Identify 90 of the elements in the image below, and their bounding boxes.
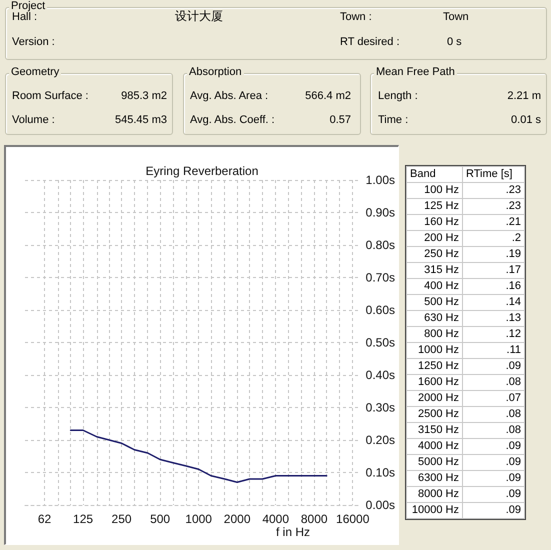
category-label: 3150 Hz xyxy=(406,422,462,438)
category-label: 500 Hz xyxy=(406,294,462,310)
category-label: 315 Hz xyxy=(406,262,462,278)
y-tick-label: 0.90s xyxy=(366,206,396,220)
chart-title: Eyring Reverberation xyxy=(146,164,258,178)
y-tick-label: 0.10s xyxy=(366,466,396,480)
text: Geometry xyxy=(9,66,62,79)
text: 545.45 m3 xyxy=(115,114,167,127)
x-tick-label: 250 xyxy=(112,512,132,526)
text: RTime [s] xyxy=(462,166,524,182)
text: .12 xyxy=(506,328,521,340)
text: .09 xyxy=(506,440,521,452)
text: Time : xyxy=(378,114,408,127)
y-tick-label: 0.20s xyxy=(366,433,396,447)
text: .09 xyxy=(506,488,521,500)
text: Town xyxy=(443,11,469,24)
category-label: 8000 Hz xyxy=(406,486,462,502)
y-tick-label: 0.50s xyxy=(366,336,396,350)
text: .09 xyxy=(506,456,521,468)
text: .19 xyxy=(506,248,521,260)
text: .08 xyxy=(506,408,521,420)
text: .08 xyxy=(506,424,521,436)
text: 设计大厦 xyxy=(175,9,223,23)
text: Avg. Abs. Coeff. : xyxy=(190,114,275,127)
line-series xyxy=(70,430,328,483)
category-label: 100 Hz xyxy=(406,182,462,198)
text: 566.4 m2 xyxy=(305,90,351,103)
text: .09 xyxy=(506,472,521,484)
category-label: 400 Hz xyxy=(406,278,462,294)
text: 2.21 m xyxy=(507,90,541,103)
category-label: 6300 Hz xyxy=(406,470,462,486)
category-label: 200 Hz xyxy=(406,230,462,246)
x-tick-label: 4000 xyxy=(262,512,290,526)
x-tick-label: 16000 xyxy=(336,512,370,526)
category-label: 2000 Hz xyxy=(406,390,462,406)
x-tick-label: 500 xyxy=(150,512,170,526)
category-label: 4000 Hz xyxy=(406,438,462,454)
text: Volume : xyxy=(12,114,55,127)
y-tick-label: 0.80s xyxy=(366,238,396,252)
text: 0 s xyxy=(447,36,462,49)
category-label: 1600 Hz xyxy=(406,374,462,390)
y-tick-label: 0.40s xyxy=(366,368,396,382)
text: Mean Free Path xyxy=(374,66,457,79)
text: 0.57 xyxy=(330,114,351,127)
category-label: 1000 Hz xyxy=(406,342,462,358)
text: Absorption xyxy=(187,66,244,79)
x-tick-label: 62 xyxy=(38,512,52,526)
category-label: 160 Hz xyxy=(406,214,462,230)
x-tick-label: 1000 xyxy=(185,512,212,526)
y-tick-label: 0.00s xyxy=(366,498,396,512)
x-axis-title: f in Hz xyxy=(276,525,310,539)
text: .07 xyxy=(506,392,521,404)
category-label: 250 Hz xyxy=(406,246,462,262)
text: .13 xyxy=(506,312,521,324)
text: RT desired : xyxy=(340,36,400,49)
text: .08 xyxy=(506,376,521,388)
text: Room Surface : xyxy=(12,90,88,103)
category-label: 5000 Hz xyxy=(406,454,462,470)
text: Band xyxy=(406,166,462,182)
x-tick-label: 125 xyxy=(73,512,94,526)
y-tick-label: 0.70s xyxy=(366,270,396,284)
text: 0.01 s xyxy=(511,114,541,127)
text: .16 xyxy=(506,280,521,292)
text: .23 xyxy=(506,184,521,196)
y-tick-label: 0.30s xyxy=(366,400,396,414)
category-label: 2500 Hz xyxy=(406,406,462,422)
text: Avg. Abs. Area : xyxy=(190,90,268,103)
category-label: 1250 Hz xyxy=(406,358,462,374)
text: .2 xyxy=(512,232,521,244)
text: Town : xyxy=(340,11,372,24)
y-tick-label: 0.60s xyxy=(366,303,396,317)
text: .09 xyxy=(506,360,521,372)
category-label: 125 Hz xyxy=(406,198,462,214)
text: .21 xyxy=(506,216,521,228)
text: .23 xyxy=(506,200,521,212)
category-label: 10000 Hz xyxy=(406,502,462,518)
x-tick-label: 8000 xyxy=(300,512,328,526)
text: .11 xyxy=(506,344,521,356)
text: .14 xyxy=(506,296,521,308)
text: Length : xyxy=(378,90,418,103)
text: Version : xyxy=(12,36,55,49)
category-label: 630 Hz xyxy=(406,310,462,326)
x-tick-label: 2000 xyxy=(224,512,251,526)
text: .17 xyxy=(506,264,521,276)
y-tick-label: 1.00s xyxy=(366,173,396,187)
category-label: 800 Hz xyxy=(406,326,462,342)
text: 985.3 m2 xyxy=(121,90,167,103)
text: Hall : xyxy=(12,11,38,24)
text: .09 xyxy=(506,504,521,516)
text: Project xyxy=(9,0,48,13)
